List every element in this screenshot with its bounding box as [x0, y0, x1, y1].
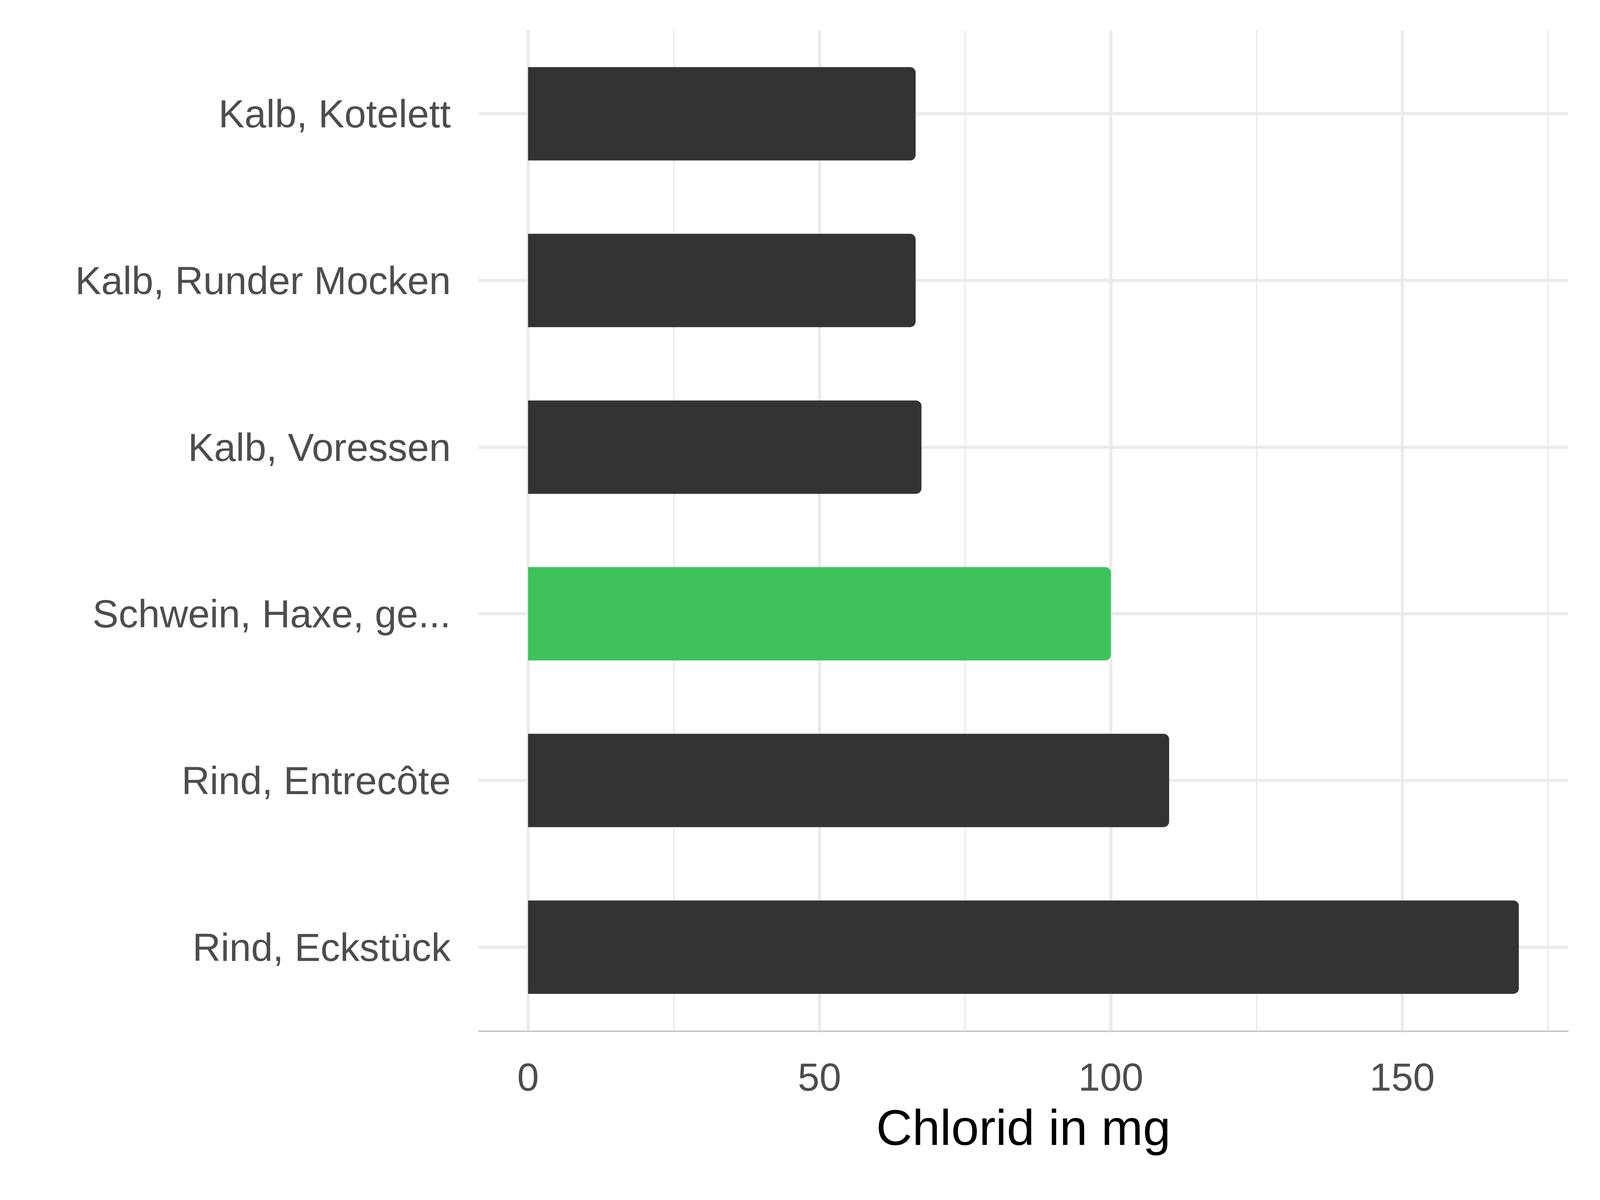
svg-text:Schwein, Haxe, ge...: Schwein, Haxe, ge... [92, 591, 451, 636]
svg-text:Kalb, Voressen: Kalb, Voressen [187, 425, 451, 470]
svg-text:150: 150 [1369, 1055, 1435, 1099]
svg-text:Chlorid in mg: Chlorid in mg [876, 1099, 1171, 1156]
svg-text:Kalb, Runder Mocken: Kalb, Runder Mocken [75, 258, 451, 303]
svg-text:0: 0 [517, 1055, 540, 1099]
svg-text:Rind, Eckstück: Rind, Eckstück [192, 925, 452, 970]
svg-text:100: 100 [1078, 1055, 1144, 1099]
svg-text:50: 50 [797, 1055, 842, 1099]
svg-text:Rind, Entrecôte: Rind, Entrecôte [181, 758, 451, 803]
svg-text:Kalb, Kotelett: Kalb, Kotelett [218, 91, 451, 136]
